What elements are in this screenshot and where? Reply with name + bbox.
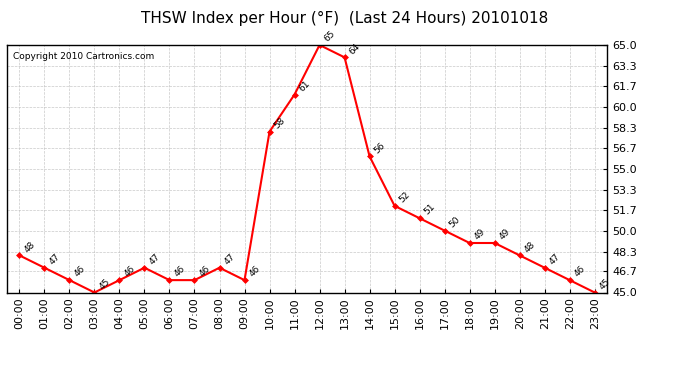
Text: 64: 64: [347, 42, 362, 56]
Text: 45: 45: [97, 277, 112, 291]
Text: 46: 46: [122, 264, 137, 279]
Text: 49: 49: [497, 227, 512, 242]
Text: 47: 47: [222, 252, 237, 266]
Text: 46: 46: [197, 264, 212, 279]
Text: 56: 56: [373, 141, 387, 155]
Text: 46: 46: [72, 264, 87, 279]
Text: 48: 48: [522, 240, 537, 254]
Text: 47: 47: [47, 252, 61, 266]
Text: 51: 51: [422, 202, 437, 217]
Text: 65: 65: [322, 29, 337, 44]
Text: 52: 52: [397, 190, 412, 204]
Text: 46: 46: [573, 264, 587, 279]
Text: 58: 58: [273, 116, 287, 130]
Text: 47: 47: [547, 252, 562, 266]
Text: Copyright 2010 Cartronics.com: Copyright 2010 Cartronics.com: [13, 53, 154, 62]
Text: 45: 45: [598, 277, 612, 291]
Text: THSW Index per Hour (°F)  (Last 24 Hours) 20101018: THSW Index per Hour (°F) (Last 24 Hours)…: [141, 11, 549, 26]
Text: 46: 46: [247, 264, 262, 279]
Text: 49: 49: [473, 227, 487, 242]
Text: 50: 50: [447, 215, 462, 229]
Text: 61: 61: [297, 79, 312, 93]
Text: 48: 48: [22, 240, 37, 254]
Text: 47: 47: [147, 252, 161, 266]
Text: 46: 46: [172, 264, 187, 279]
